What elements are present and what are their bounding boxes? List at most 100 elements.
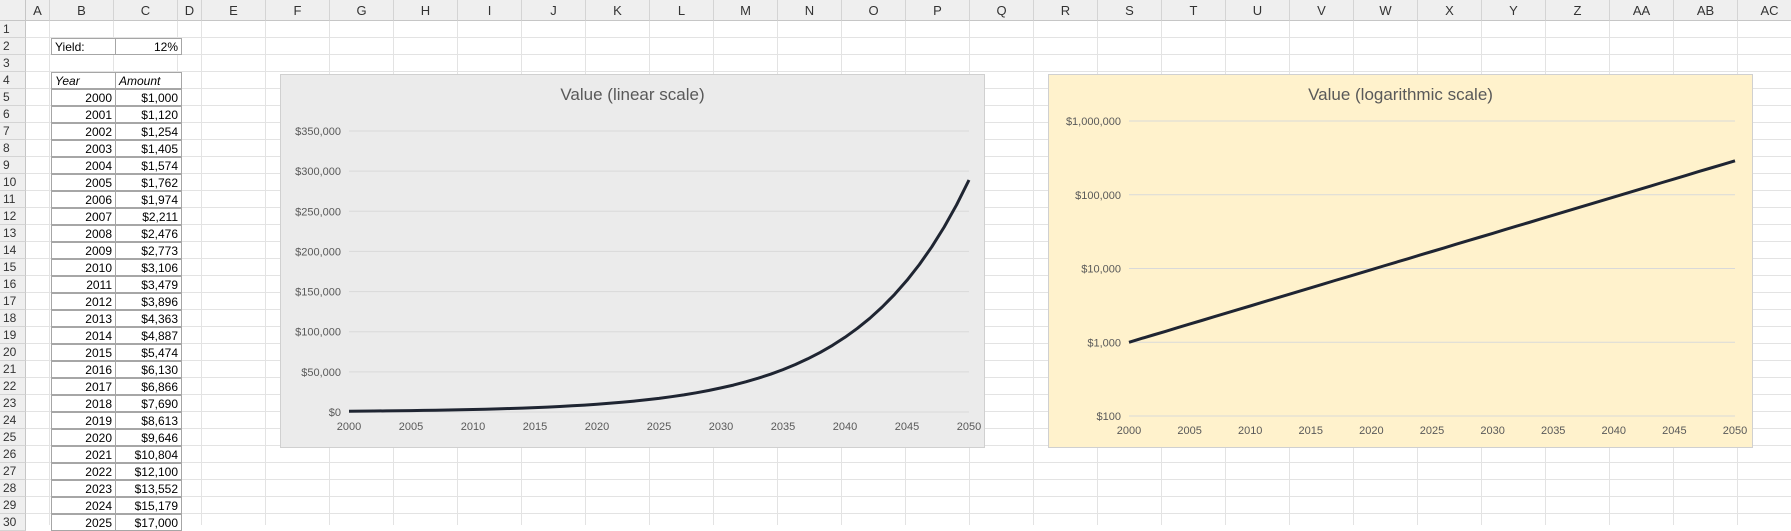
column-header-i[interactable]: I (458, 0, 522, 21)
table-cell-year[interactable]: 2008 (51, 225, 116, 242)
table-cell-year[interactable]: 2006 (51, 191, 116, 208)
column-header-o[interactable]: O (842, 0, 906, 21)
row-header-23[interactable]: 23 (0, 395, 26, 412)
table-cell-amount[interactable]: $1,120 (115, 106, 182, 123)
column-header-g[interactable]: G (330, 0, 394, 21)
table-cell-year[interactable]: 2009 (51, 242, 116, 259)
table-cell-year[interactable]: 2011 (51, 276, 116, 293)
select-all-corner[interactable] (0, 0, 26, 21)
column-header-ac[interactable]: AC (1738, 0, 1791, 21)
row-header-28[interactable]: 28 (0, 480, 26, 497)
table-cell-year[interactable]: 2004 (51, 157, 116, 174)
table-cell-amount[interactable]: $6,866 (115, 378, 182, 395)
column-header-h[interactable]: H (394, 0, 458, 21)
table-cell-amount[interactable]: $3,479 (115, 276, 182, 293)
table-cell-amount[interactable]: $3,106 (115, 259, 182, 276)
yield-label-cell[interactable]: Yield: (51, 38, 116, 55)
column-header-b[interactable]: B (50, 0, 114, 21)
column-header-e[interactable]: E (202, 0, 266, 21)
column-header-u[interactable]: U (1226, 0, 1290, 21)
table-cell-year[interactable]: 2025 (51, 514, 116, 531)
table-cell-year[interactable]: 2000 (51, 89, 116, 106)
table-cell-amount[interactable]: $2,773 (115, 242, 182, 259)
row-header-12[interactable]: 12 (0, 208, 26, 225)
row-header-1[interactable]: 1 (0, 21, 26, 38)
column-header-y[interactable]: Y (1482, 0, 1546, 21)
table-cell-year[interactable]: 2021 (51, 446, 116, 463)
table-cell-year[interactable]: 2019 (51, 412, 116, 429)
row-header-22[interactable]: 22 (0, 378, 26, 395)
table-cell-amount[interactable]: $12,100 (115, 463, 182, 480)
column-header-aa[interactable]: AA (1610, 0, 1674, 21)
row-header-30[interactable]: 30 (0, 514, 26, 531)
row-header-21[interactable]: 21 (0, 361, 26, 378)
table-cell-amount[interactable]: $13,552 (115, 480, 182, 497)
table-cell-year[interactable]: 2010 (51, 259, 116, 276)
row-header-8[interactable]: 8 (0, 140, 26, 157)
row-header-14[interactable]: 14 (0, 242, 26, 259)
table-cell-amount[interactable]: $10,804 (115, 446, 182, 463)
table-cell-year[interactable]: 2016 (51, 361, 116, 378)
row-header-15[interactable]: 15 (0, 259, 26, 276)
column-header-c[interactable]: C (114, 0, 178, 21)
row-header-13[interactable]: 13 (0, 225, 26, 242)
row-header-10[interactable]: 10 (0, 174, 26, 191)
row-header-7[interactable]: 7 (0, 123, 26, 140)
row-header-4[interactable]: 4 (0, 72, 26, 89)
row-header-26[interactable]: 26 (0, 446, 26, 463)
table-cell-amount[interactable]: $17,000 (115, 514, 182, 531)
row-header-6[interactable]: 6 (0, 106, 26, 123)
row-header-16[interactable]: 16 (0, 276, 26, 293)
table-cell-year[interactable]: 2018 (51, 395, 116, 412)
row-header-5[interactable]: 5 (0, 89, 26, 106)
table-cell-amount[interactable]: $1,254 (115, 123, 182, 140)
table-cell-amount[interactable]: $4,363 (115, 310, 182, 327)
row-header-18[interactable]: 18 (0, 310, 26, 327)
table-cell-year[interactable]: 2003 (51, 140, 116, 157)
table-cell-amount[interactable]: $5,474 (115, 344, 182, 361)
row-header-3[interactable]: 3 (0, 55, 26, 72)
column-header-n[interactable]: N (778, 0, 842, 21)
row-header-2[interactable]: 2 (0, 38, 26, 55)
row-header-9[interactable]: 9 (0, 157, 26, 174)
row-header-19[interactable]: 19 (0, 327, 26, 344)
table-header-year[interactable]: Year (51, 72, 116, 89)
table-cell-amount[interactable]: $4,887 (115, 327, 182, 344)
column-header-w[interactable]: W (1354, 0, 1418, 21)
table-cell-amount[interactable]: $1,000 (115, 89, 182, 106)
column-header-a[interactable]: A (26, 0, 50, 21)
row-header-20[interactable]: 20 (0, 344, 26, 361)
column-header-t[interactable]: T (1162, 0, 1226, 21)
table-header-amount[interactable]: Amount (115, 72, 182, 89)
table-cell-amount[interactable]: $8,613 (115, 412, 182, 429)
table-cell-year[interactable]: 2014 (51, 327, 116, 344)
table-cell-year[interactable]: 2007 (51, 208, 116, 225)
table-cell-amount[interactable]: $2,211 (115, 208, 182, 225)
table-cell-year[interactable]: 2001 (51, 106, 116, 123)
table-cell-amount[interactable]: $1,974 (115, 191, 182, 208)
column-header-s[interactable]: S (1098, 0, 1162, 21)
log-scale-chart[interactable]: Value (logarithmic scale) $100 $1,000 $10,… (1048, 74, 1753, 448)
table-cell-year[interactable]: 2024 (51, 497, 116, 514)
value-series-line[interactable] (1128, 159, 1736, 344)
table-cell-year[interactable]: 2020 (51, 429, 116, 446)
table-cell-amount[interactable]: $9,646 (115, 429, 182, 446)
row-header-17[interactable]: 17 (0, 293, 26, 310)
table-cell-year[interactable]: 2013 (51, 310, 116, 327)
table-cell-amount[interactable]: $15,179 (115, 497, 182, 514)
column-header-p[interactable]: P (906, 0, 970, 21)
row-header-29[interactable]: 29 (0, 497, 26, 514)
column-header-q[interactable]: Q (970, 0, 1034, 21)
table-cell-year[interactable]: 2017 (51, 378, 116, 395)
column-header-v[interactable]: V (1290, 0, 1354, 21)
column-header-j[interactable]: J (522, 0, 586, 21)
column-header-ab[interactable]: AB (1674, 0, 1738, 21)
linear-scale-chart[interactable]: Value (linear scale) $0 $50,000 $100,000 $1… (280, 74, 985, 448)
table-cell-year[interactable]: 2023 (51, 480, 116, 497)
table-cell-amount[interactable]: $1,574 (115, 157, 182, 174)
column-header-l[interactable]: L (650, 0, 714, 21)
row-header-27[interactable]: 27 (0, 463, 26, 480)
table-cell-amount[interactable]: $6,130 (115, 361, 182, 378)
column-header-x[interactable]: X (1418, 0, 1482, 21)
yield-value-cell[interactable]: 12% (115, 38, 182, 55)
